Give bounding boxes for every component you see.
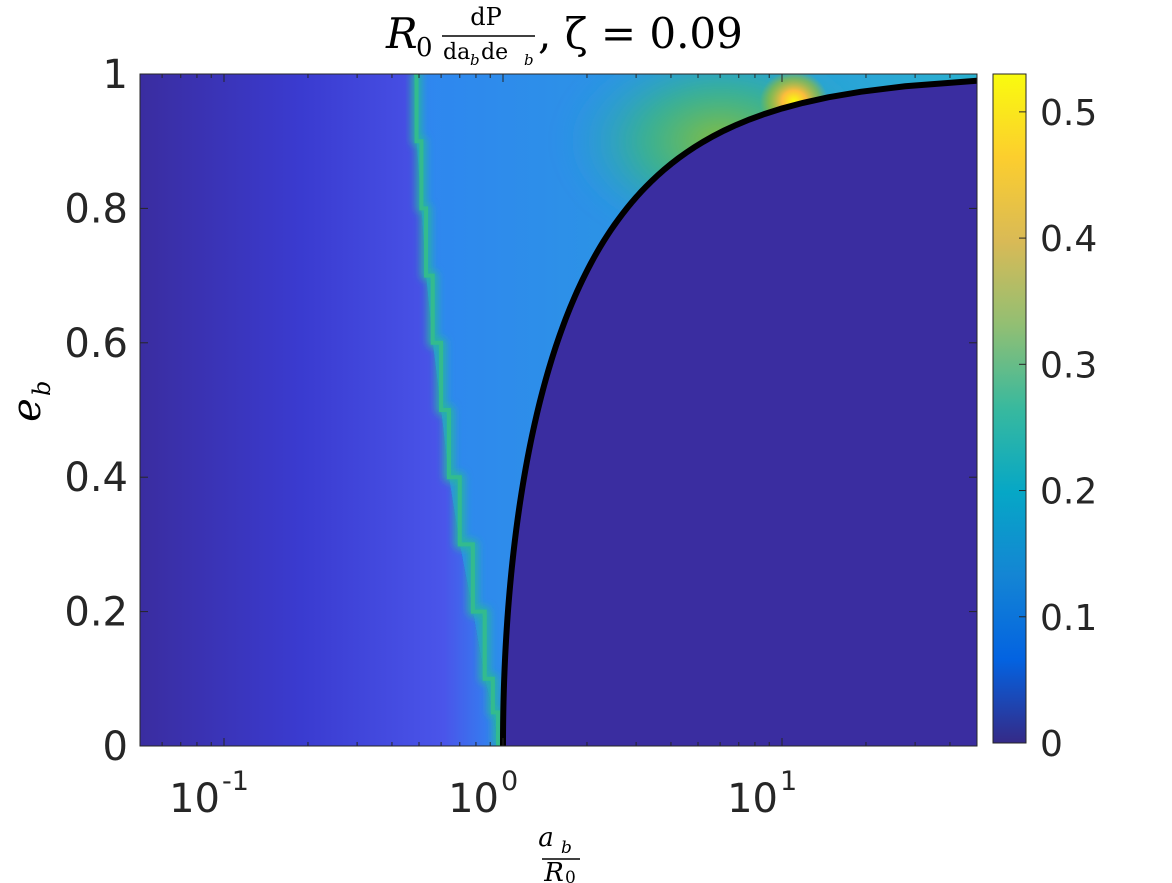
x-tick-label-base: 10	[169, 776, 220, 822]
x-axis-label-num-sub: b	[561, 838, 572, 858]
heatmap-mid-region	[414, 74, 977, 746]
chart-title: R 0 dP da b de b , ζ = 0.09	[385, 3, 743, 69]
title-fraction-den-a: da	[443, 40, 470, 65]
colorbar-tick-label: 0	[1040, 724, 1063, 765]
x-tick-label-exponent: -1	[222, 766, 249, 797]
x-tick-label-exponent: 1	[780, 766, 797, 797]
x-axis-label-den: R	[543, 858, 564, 883]
y-tick-label: 1	[103, 52, 128, 98]
axis-tick-marks	[139, 73, 978, 747]
plot-frame	[139, 73, 978, 747]
x-tick-label-exponent: 0	[501, 766, 518, 797]
heatmap-right-region	[502, 80, 977, 746]
title-fraction-den-e: de	[481, 40, 508, 65]
x-axis-label: a b R 0	[538, 823, 580, 883]
y-axis-label: e b	[4, 381, 56, 422]
heatmap-left-band	[140, 74, 499, 746]
y-tick-label: 0.4	[64, 455, 128, 501]
y-axis-label-main: e	[4, 398, 50, 422]
y-tick-label: 0.6	[64, 321, 128, 367]
x-tick-label-base: 10	[448, 776, 499, 822]
colorbar-tick-label: 0.5	[1040, 93, 1097, 134]
x-axis-label-den-sub: 0	[565, 868, 576, 883]
colorbar-tick-label: 0.3	[1040, 345, 1097, 386]
colorbar-tick-label: 0.4	[1040, 219, 1097, 260]
x-tick-label: 10 0	[448, 766, 518, 822]
y-axis-label-sub: b	[28, 381, 56, 396]
x-tick-labels: 10 -1 10 0 10 1	[169, 766, 797, 822]
y-tick-labels: 0 0.2 0.4 0.6 0.8 1	[64, 52, 128, 770]
colorbar-ticks: 0 0.1 0.2 0.3 0.4 0.5	[1019, 93, 1097, 765]
title-fraction-den-a-sub: b	[470, 51, 480, 69]
title-prefix: R	[385, 9, 418, 58]
title-fraction-num: dP	[470, 3, 502, 31]
colorbar-tick-label: 0.2	[1040, 472, 1097, 513]
title-suffix: , ζ = 0.09	[538, 9, 743, 58]
heatmap-ridge-core	[414, 74, 501, 746]
title-fraction-den-e-sub: b	[524, 51, 534, 69]
y-tick-label: 0.2	[64, 590, 128, 636]
y-tick-label: 0.8	[64, 186, 128, 232]
colorbar-tick-label: 0.1	[1040, 598, 1097, 639]
colorbar-gradient	[992, 73, 1027, 744]
x-tick-label: 10 1	[727, 766, 797, 822]
x-tick-label-base: 10	[727, 776, 778, 822]
colorbar: 0 0.1 0.2 0.3 0.4 0.5	[992, 73, 1097, 765]
x-axis-label-num: a	[538, 823, 554, 853]
heatmap-field	[140, 74, 977, 746]
boundary-curve	[499, 77, 977, 746]
y-tick-label: 0	[103, 724, 128, 770]
title-prefix-sub: 0	[416, 33, 433, 63]
x-tick-label: 10 -1	[169, 766, 249, 822]
